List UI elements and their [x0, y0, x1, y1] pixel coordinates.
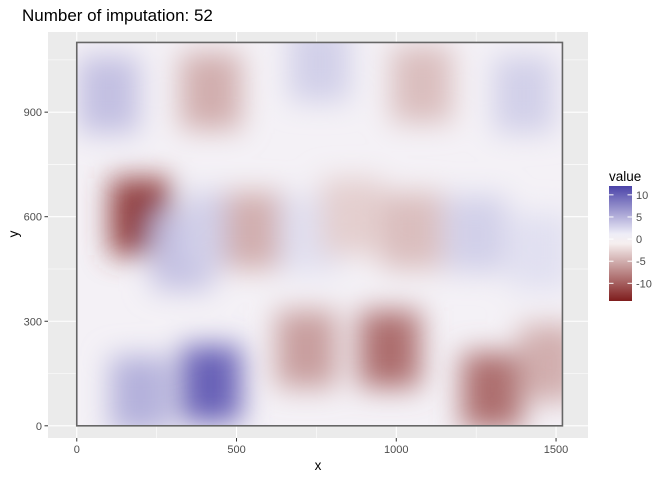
- y-axis-title: y: [6, 230, 21, 237]
- legend-tick-label: -10: [636, 278, 652, 290]
- legend-ticks: 10 5 0 -5 -10: [609, 190, 652, 290]
- legend-tick-label: 5: [636, 212, 642, 224]
- x-axis-title: x: [315, 458, 322, 473]
- legend-tick-label: 0: [636, 234, 642, 246]
- x-tick-label: 1000: [384, 444, 408, 456]
- chart-title: Number of imputation: 52: [22, 6, 213, 25]
- heatmap-border: [75, 41, 564, 427]
- heatmap-cell: [321, 178, 382, 256]
- y-tick-label: 300: [24, 316, 42, 328]
- heatmap-cell: [493, 56, 555, 134]
- legend-tick-label: 10: [636, 190, 648, 202]
- heatmap-cell: [225, 192, 287, 269]
- heatmap-cell: [381, 192, 443, 269]
- heatmap-cell: [180, 345, 242, 423]
- heatmap-cell: [519, 324, 563, 402]
- heatmap-cell: [180, 52, 242, 130]
- legend-tick-label: -5: [636, 256, 646, 268]
- legend: value 10 5 0 -5 -10: [609, 169, 652, 301]
- x-tick-label: 1500: [544, 444, 568, 456]
- y-tick-label: 0: [36, 421, 42, 433]
- heatmap-cell: [78, 56, 140, 134]
- heatmap-cell: [110, 356, 172, 426]
- y-tick-label: 900: [24, 107, 42, 119]
- legend-title: value: [609, 169, 641, 184]
- heatmap-cell: [509, 213, 563, 290]
- heatmap-cell: [461, 352, 523, 426]
- x-axis-ticks: 0 500 1000 1500: [74, 438, 568, 456]
- y-axis-ticks: 0 300 600 900: [24, 107, 48, 433]
- y-tick-label: 600: [24, 212, 42, 224]
- heatmap-cell: [276, 310, 338, 388]
- x-tick-label: 500: [227, 444, 245, 456]
- legend-colorbar: [609, 186, 632, 301]
- heatmap-cell: [391, 45, 453, 123]
- heatmap-field: [76, 42, 563, 426]
- x-tick-label: 0: [74, 444, 80, 456]
- heatmap-cells: [78, 42, 563, 426]
- heatmap-cell: [289, 42, 350, 102]
- heatmap-cell: [445, 195, 507, 273]
- heatmap-cell: [359, 310, 421, 388]
